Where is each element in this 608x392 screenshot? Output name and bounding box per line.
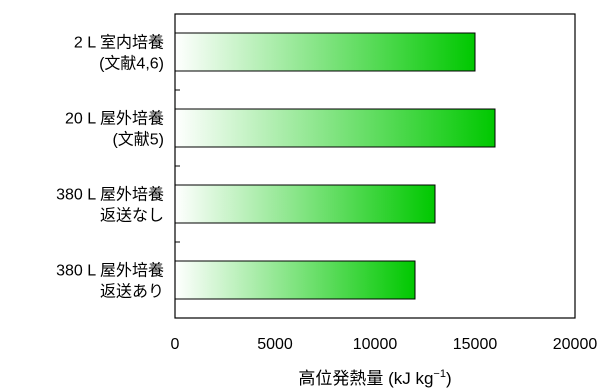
x-axis-title-exponent: −1 [433, 368, 446, 380]
x-axis-title: 高位発熱量 (kJ kg−1) [298, 368, 451, 388]
bar-4 [174, 260, 416, 300]
x-tick-label-20000: 20000 [553, 336, 598, 353]
category-label-1-line-2: (文献4,6) [99, 55, 164, 73]
bar-2 [174, 108, 496, 148]
bars-layer [174, 32, 496, 300]
x-tick-label-0: 0 [171, 336, 180, 353]
bar-3 [174, 184, 436, 224]
category-labels: 2 L 室内培養(文献4,6)20 L 屋外培養(文献5)380 L 屋外培養返… [56, 34, 164, 301]
plot-frame [174, 13, 576, 319]
category-label-2-line-2: (文献5) [112, 131, 164, 149]
category-label-4-line-2: 返送あり [100, 283, 164, 301]
x-tick-label-10000: 10000 [353, 336, 398, 353]
x-axis-title-close: ) [446, 369, 452, 388]
x-tick-label-5000: 5000 [257, 336, 293, 353]
category-label-3-line-2: 返送なし [100, 207, 164, 225]
category-label-2-line-1: 20 L 屋外培養 [65, 110, 164, 128]
x-tick-label-15000: 15000 [453, 336, 498, 353]
category-label-1-line-1: 2 L 室内培養 [74, 34, 164, 52]
category-label-3-line-1: 380 L 屋外培養 [56, 186, 164, 204]
x-axis-title-text: 高位発熱量 (kJ kg [298, 369, 433, 388]
bar-1 [174, 32, 476, 72]
category-label-4-line-1: 380 L 屋外培養 [56, 262, 164, 280]
x-axis-ticks: 0 5000 10000 15000 20000 [171, 89, 598, 353]
